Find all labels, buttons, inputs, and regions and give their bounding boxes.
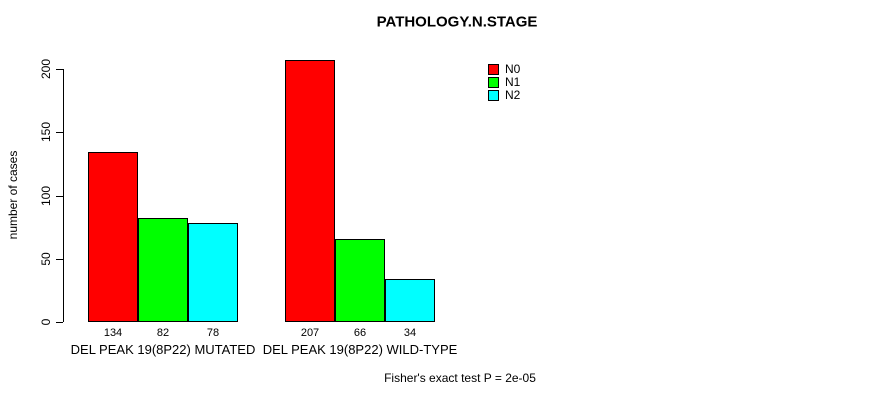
y-tick-label: 100: [39, 185, 53, 206]
legend-item-n1: N1: [488, 76, 520, 89]
y-tick-label: 200: [39, 58, 53, 80]
y-tick-label: 0: [39, 318, 53, 326]
legend-label: N1: [505, 75, 521, 89]
legend-swatch-n0: [488, 64, 499, 75]
bar-value-label: 34: [403, 327, 417, 339]
legend-swatch-n1: [488, 77, 499, 88]
y-tick-label: 50: [39, 252, 53, 266]
y-tick-mark: [56, 322, 63, 323]
y-tick-mark: [56, 69, 63, 70]
chart-title: PATHOLOGY.N.STAGE: [376, 13, 538, 31]
y-axis: [63, 69, 64, 322]
legend-item-n0: N0: [488, 63, 520, 76]
bar-value-label: 82: [156, 327, 170, 339]
legend-label: N0: [505, 62, 521, 76]
y-tick-label: 150: [39, 122, 53, 143]
bar-n0-group2: [285, 60, 335, 322]
bar-n1-group1: [138, 218, 188, 322]
legend-swatch-n2: [488, 90, 499, 101]
bar-n2-group1: [188, 223, 238, 322]
y-tick-mark: [56, 132, 63, 134]
bar-n1-group2: [335, 239, 385, 322]
group-label: DEL PEAK 19(8P22) WILD-TYPE: [262, 342, 458, 357]
legend-item-n2: N2: [488, 89, 520, 102]
y-tick-mark: [56, 195, 63, 197]
bar-value-label: 78: [206, 327, 220, 339]
bar-value-label: 66: [353, 327, 367, 339]
bar-value-label: 134: [103, 327, 123, 339]
y-tick-mark: [56, 258, 63, 260]
bar-n0-group1: [88, 152, 138, 322]
y-axis-label: number of cases: [6, 150, 20, 240]
group-label: DEL PEAK 19(8P22) MUTATED: [70, 342, 256, 357]
bar-value-label: 207: [300, 327, 320, 339]
legend: N0 N1 N2: [488, 63, 520, 102]
legend-label: N2: [505, 88, 521, 102]
bar-n2-group2: [385, 279, 435, 322]
fisher-test-annotation: Fisher's exact test P = 2e-05: [384, 371, 536, 385]
